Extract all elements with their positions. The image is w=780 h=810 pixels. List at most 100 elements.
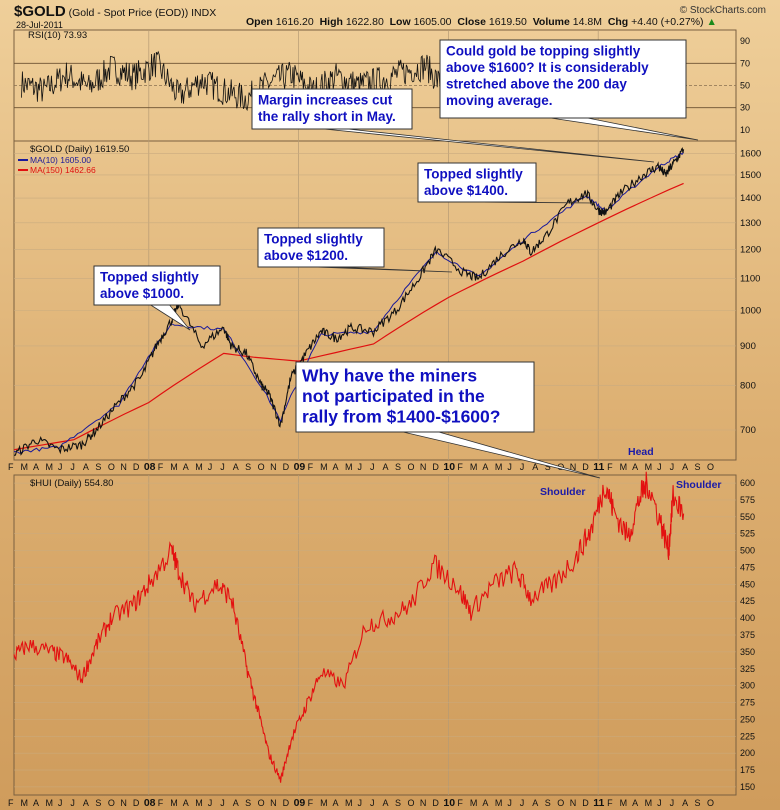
gold-tick-label: 1000 — [740, 306, 761, 317]
high-value: 1622.80 — [345, 16, 384, 28]
bottom-axis-month-label: A — [632, 798, 638, 808]
mid-axis-month-label: M — [470, 462, 478, 472]
callout-margin-text: Margin increases cut — [258, 93, 393, 108]
hui-tick-label: 325 — [740, 664, 755, 674]
bottom-axis-month-label: J — [70, 798, 75, 808]
rsi-tick-label: 90 — [740, 36, 750, 46]
ma150-legend: MA(150) 1462.66 — [30, 165, 96, 175]
bottom-axis-month-label: D — [582, 798, 589, 808]
callout-1000-pointer — [150, 304, 191, 331]
bottom-axis-month-label: O — [258, 798, 265, 808]
mid-axis-year-label: 08 — [144, 461, 156, 473]
mid-axis-year-label: 09 — [294, 461, 306, 473]
gold-tick-label: 1300 — [740, 218, 761, 229]
gold-tick-label: 800 — [740, 380, 756, 391]
mid-axis-month-label: O — [407, 462, 414, 472]
callout-1200-box — [257, 227, 385, 268]
bottom-axis-month-label: F — [457, 798, 463, 808]
mid-axis-month-label: O — [707, 462, 714, 472]
callout-miners-pointer — [403, 431, 601, 479]
bottom-axis-month-label: N — [420, 798, 427, 808]
bottom-axis-month-label: O — [407, 798, 414, 808]
callout-1600-text: above $1600? It is considerably — [446, 60, 649, 75]
gold-tick-label: 1400 — [740, 193, 761, 204]
bottom-axis-month-label: A — [482, 798, 488, 808]
mid-axis-year-label: 11 — [593, 461, 604, 473]
mid-axis-month-label: J — [670, 462, 675, 472]
bottom-axis-month-label: O — [108, 798, 115, 808]
mid-axis-month-label: S — [695, 462, 701, 472]
rsi-tick-label: 30 — [740, 103, 750, 113]
callout-1600-pointer — [550, 117, 699, 141]
high-label: High — [319, 16, 343, 28]
chart-date: 28-Jul-2011 — [16, 20, 63, 30]
mid-axis-month-label: M — [45, 462, 53, 472]
bottom-axis-month-label: M — [645, 798, 653, 808]
bottom-axis-month-label: J — [657, 798, 662, 808]
mid-axis-month-label: N — [570, 462, 577, 472]
mid-axis-month-label: J — [520, 462, 525, 472]
bottom-axis-year-label: 11 — [593, 797, 604, 809]
hui-tick-label: 450 — [740, 579, 755, 589]
gold-tick-label: 700 — [740, 425, 756, 436]
symbol-description: (Gold - Spot Price (EOD)) — [68, 7, 189, 19]
bottom-axis-year-label: 08 — [144, 797, 156, 809]
ma10-line — [14, 151, 684, 454]
callout-1200-text: Topped slightly — [264, 232, 363, 247]
gold-tick-label: 1600 — [740, 148, 761, 159]
bottom-axis-month-label: J — [370, 798, 375, 808]
chg-value: +4.40 (+0.27%) — [631, 16, 704, 28]
mid-axis-month-label: S — [95, 462, 101, 472]
rsi-legend: RSI(10) 73.93 — [28, 30, 87, 41]
mid-axis-month-label: F — [158, 462, 164, 472]
mid-axis-month-label: J — [358, 462, 363, 472]
mid-axis-month-label: J — [220, 462, 225, 472]
symbol: $GOLD — [14, 3, 66, 20]
bottom-axis-month-label: A — [682, 798, 688, 808]
bottom-axis-month-label: M — [620, 798, 628, 808]
mid-axis-month-label: M — [345, 462, 353, 472]
callout-1600-text: moving average. — [446, 93, 553, 108]
hui-legend: $HUI (Daily) 554.80 — [30, 478, 113, 489]
bottom-axis-month-label: M — [320, 798, 328, 808]
callout-miners-box — [295, 361, 535, 433]
panel-frame-gold — [13, 140, 737, 461]
bottom-axis-month-label: F — [8, 798, 14, 808]
mid-axis-year-label: 10 — [443, 461, 455, 473]
mid-axis-month-label: A — [83, 462, 89, 472]
close-value: 1619.50 — [488, 16, 527, 28]
gold-tick-label: 1100 — [740, 274, 760, 285]
mid-axis-month-label: D — [283, 462, 290, 472]
volume-label: Volume — [532, 16, 570, 28]
callout-margin-pointer — [323, 128, 655, 163]
bottom-axis-month-label: M — [195, 798, 203, 808]
shoulder-label: Shoulder — [540, 486, 586, 498]
bottom-axis-month-label: A — [333, 798, 339, 808]
bottom-axis-month-label: A — [33, 798, 39, 808]
mid-axis-month-label: F — [308, 462, 314, 472]
mid-axis-month-label: M — [195, 462, 203, 472]
gold-price-line — [13, 147, 685, 456]
callout-1200-text: above $1200. — [264, 248, 348, 263]
mid-axis-month-label: J — [208, 462, 213, 472]
mid-axis-month-label: J — [370, 462, 375, 472]
bottom-axis-month-label: M — [470, 798, 478, 808]
gold-tick-label: 900 — [740, 341, 756, 352]
hui-tick-label: 425 — [740, 596, 755, 606]
mid-axis-month-label: A — [682, 462, 688, 472]
mid-axis-month-label: M — [645, 462, 653, 472]
hui-tick-label: 150 — [740, 782, 755, 792]
mid-axis-month-label: J — [507, 462, 512, 472]
mid-axis-month-label: J — [58, 462, 63, 472]
mid-axis-month-label: F — [607, 462, 613, 472]
hui-tick-label: 300 — [740, 681, 755, 691]
callout-1400-text: above $1400. — [424, 183, 508, 198]
bottom-axis-month-label: N — [120, 798, 127, 808]
bottom-axis-year-label: 10 — [443, 797, 455, 809]
chart-header: $GOLD (Gold - Spot Price (EOD)) INDX — [14, 3, 216, 20]
hui-tick-label: 575 — [740, 495, 755, 505]
mid-axis-month-label: A — [233, 462, 239, 472]
hui-tick-label: 400 — [740, 613, 755, 623]
bottom-axis-month-label: M — [345, 798, 353, 808]
rsi-tick-label: 50 — [740, 81, 750, 91]
